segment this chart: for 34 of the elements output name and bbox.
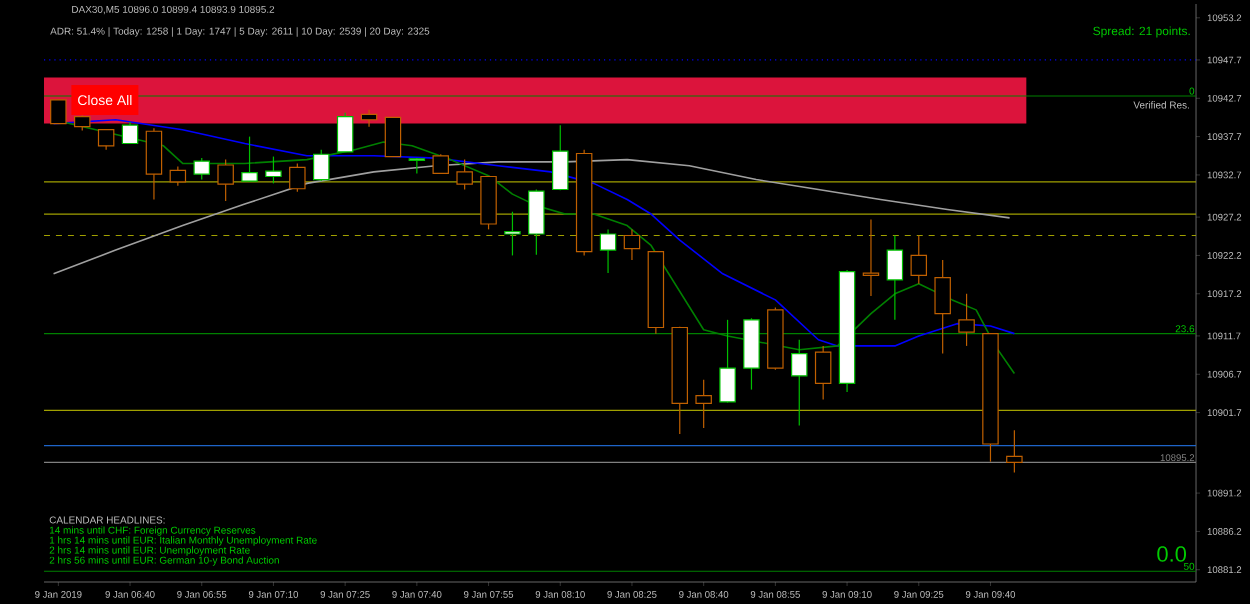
candlestick [265,155,282,184]
candlestick [886,234,904,321]
candlestick [336,112,354,153]
candlestick [504,211,521,257]
candlestick [623,228,641,261]
candlestick [862,218,880,297]
annotation: 0.0 [1157,546,1187,562]
candlestick [50,99,67,125]
candlestick [528,188,545,256]
candlestick [360,109,378,128]
candlestick [958,293,975,347]
candlestick [695,379,712,429]
candlestick [145,127,163,201]
candlestick [432,153,449,175]
candlestick [193,157,210,181]
candlestick [480,175,497,230]
candlestick [934,259,951,355]
candlestick [289,162,306,193]
candlestick [241,136,258,183]
candlestick [313,149,330,182]
candlestick [97,129,115,151]
candlestick [719,319,736,404]
candlestick [384,116,402,158]
candlestick [791,339,808,427]
candlestick [552,124,569,191]
candlestick [456,159,473,191]
candlestick [217,159,234,202]
candlestick [121,121,139,145]
candlestick [910,234,928,285]
candlestick [408,157,426,175]
candlestick [1006,429,1023,473]
candlestick [599,228,617,274]
candlestick [814,345,832,401]
candlestick [169,165,187,187]
